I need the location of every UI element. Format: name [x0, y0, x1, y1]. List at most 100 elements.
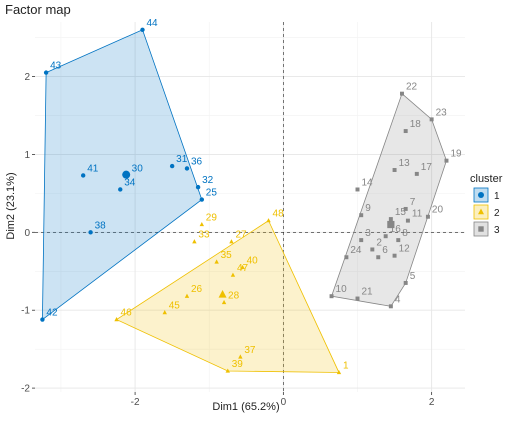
- point-34: [118, 187, 123, 192]
- point-label-1: 1: [343, 361, 349, 372]
- point-label-45: 45: [169, 301, 181, 312]
- point-label-31: 31: [176, 154, 188, 165]
- point-label-37: 37: [244, 345, 256, 356]
- y-tick-label: 0: [24, 228, 30, 239]
- point-label-32: 32: [202, 175, 214, 186]
- point-43: [43, 70, 49, 75]
- point-39: [225, 368, 230, 373]
- x-tick-label: 0: [281, 397, 287, 408]
- cluster-hulls: [42, 29, 447, 373]
- point-label-8: 8: [402, 228, 408, 239]
- point-26: [184, 293, 190, 298]
- point-37: [238, 354, 243, 359]
- point-label-4: 4: [395, 294, 401, 305]
- point-2: [370, 247, 375, 252]
- legend-label-1: 1: [494, 191, 500, 202]
- point-12: [392, 253, 397, 258]
- point-4: [388, 304, 393, 309]
- point-label-40: 40: [247, 255, 259, 266]
- x-tick-label: 2: [429, 397, 435, 408]
- point-label-17: 17: [421, 162, 433, 173]
- legend-title: cluster: [470, 173, 503, 185]
- legend-glyph-2: [478, 208, 484, 215]
- point-45: [162, 310, 167, 315]
- point-18: [403, 129, 408, 134]
- point-label-35: 35: [221, 250, 233, 261]
- point-label-6: 6: [382, 245, 388, 256]
- point-8: [396, 238, 401, 243]
- point-label-12: 12: [399, 244, 411, 255]
- point-47: [230, 272, 236, 277]
- point-29: [199, 221, 205, 227]
- point-28: [221, 299, 227, 305]
- point-1: [336, 369, 342, 375]
- point-46: [114, 317, 119, 322]
- point-label-33: 33: [198, 230, 210, 241]
- point-label-48: 48: [273, 209, 285, 220]
- legend: cluster 1 2 3: [470, 173, 503, 237]
- point-42: [40, 317, 45, 322]
- point-32: [195, 184, 201, 190]
- x-axis-label: Dim1 (65.2%): [212, 401, 279, 413]
- cluster-3-center: [387, 220, 395, 229]
- point-label-13: 13: [399, 158, 411, 169]
- chart-title: Factor map: [5, 2, 71, 17]
- y-tick-label: 2: [24, 72, 30, 83]
- point-10: [329, 294, 334, 299]
- x-tick-label: -2: [131, 397, 140, 408]
- point-label-7: 7: [410, 197, 416, 208]
- point-label-14: 14: [362, 177, 374, 188]
- point-label-20: 20: [432, 205, 444, 216]
- point-15: [388, 217, 393, 222]
- point-41: [80, 173, 86, 178]
- plot-panel: [35, 22, 465, 392]
- point-35: [214, 259, 219, 264]
- point-13: [392, 168, 397, 172]
- point-label-16: 16: [390, 224, 402, 235]
- point-33: [192, 239, 197, 244]
- point-label-22: 22: [406, 82, 418, 93]
- legend-glyph-1: [478, 192, 484, 198]
- point-22: [400, 91, 404, 96]
- point-label-34: 34: [124, 177, 136, 188]
- legend-glyph-3: [478, 226, 484, 232]
- point-label-27: 27: [235, 230, 247, 241]
- point-44: [140, 27, 145, 32]
- point-3: [359, 238, 364, 243]
- point-11: [405, 218, 410, 223]
- point-label-24: 24: [350, 245, 362, 256]
- point-16: [383, 234, 388, 239]
- point-label-21: 21: [362, 287, 374, 298]
- point-27: [229, 239, 234, 244]
- point-25: [199, 197, 205, 202]
- point-36: [184, 166, 190, 171]
- point-label-29: 29: [206, 213, 218, 224]
- point-label-44: 44: [147, 18, 159, 29]
- point-label-36: 36: [191, 156, 203, 167]
- point-24: [344, 255, 349, 260]
- point-label-15: 15: [395, 207, 407, 218]
- point-label-42: 42: [46, 308, 58, 319]
- point-label-5: 5: [410, 271, 416, 282]
- point-label-30: 30: [132, 163, 144, 174]
- point-31: [169, 163, 175, 169]
- point-label-23: 23: [436, 107, 448, 118]
- point-label-9: 9: [365, 203, 371, 214]
- point-48: [266, 218, 271, 223]
- point-label-41: 41: [87, 163, 99, 174]
- point-label-11: 11: [412, 209, 423, 220]
- point-label-19: 19: [450, 149, 462, 160]
- point-19: [444, 158, 449, 163]
- point-label-47: 47: [237, 263, 249, 274]
- legend-label-2: 2: [494, 208, 500, 219]
- point-17: [414, 171, 419, 176]
- point-label-28: 28: [228, 290, 240, 301]
- point-21: [355, 296, 360, 301]
- y-tick-label: -2: [21, 384, 30, 395]
- point-6: [376, 255, 381, 260]
- point-label-2: 2: [376, 237, 382, 248]
